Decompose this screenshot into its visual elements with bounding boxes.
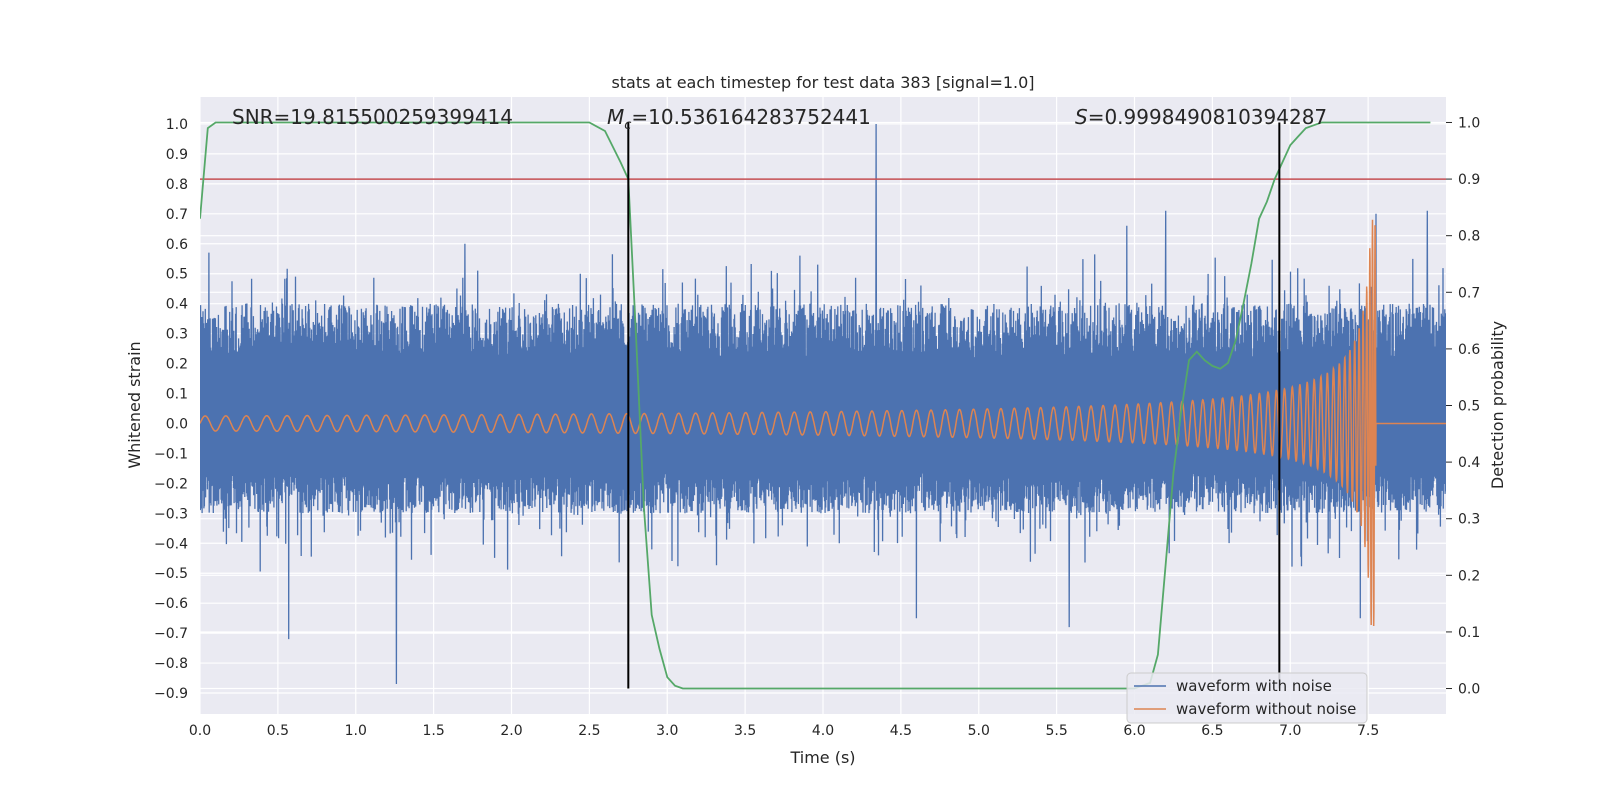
y-tick-labels: 1.0 0.9 0.8 0.7 0.6 0.5 0.4 0.3 0.2 0.1 0.0 −0.1 −0.… [154,117,188,702]
x-tick-label: 5.0 [968,723,990,739]
y-tick-label: −0.9 [154,686,188,702]
y-tick-label: −0.3 [154,506,188,522]
x-tick-label: 3.5 [734,723,756,739]
x-tick-label: 7.5 [1357,723,1379,739]
y-tick-label: 0.5 [166,267,188,283]
legend-box [1126,672,1368,724]
series-waveform-with-noise [200,123,1446,685]
y2-tick-label: 0.5 [1458,399,1480,415]
x-axis-label: Time (s) [789,748,855,767]
y2-tick-label: 0.3 [1458,512,1480,528]
snr-annotation: SNR=19.815500259399414 [232,105,513,129]
x-tick-label: 5.5 [1045,723,1067,739]
y-tick-label: −0.2 [154,476,188,492]
y2-tick-label: 0.1 [1458,625,1480,641]
y-tick-label: 0.7 [166,207,188,223]
y-tick-label: −0.5 [154,566,188,582]
x-tick-label: 6.5 [1201,723,1223,739]
y2-tick-label: 0.9 [1458,172,1480,188]
x-tick-labels: 0.0 0.5 1.0 1.5 2.0 2.5 3.0 3.5 4.0 4.5 5.0 5.5 6.0 6… [189,723,1379,739]
series-detection-probability [200,121,1431,690]
y-tick-label: −0.7 [154,626,188,642]
y-tick-label: 0.2 [166,357,188,373]
y-tick-label: 0.8 [166,177,188,193]
x-tick-label: 1.5 [422,723,444,739]
y2-tick-label: 0.8 [1458,229,1480,245]
y-tick-label: −0.8 [154,656,188,672]
x-tick-label: 0.0 [189,723,211,739]
y-tick-label: 0.0 [166,416,188,432]
y-tick-label: −0.1 [154,446,188,462]
chart-title: stats at each timestep for test data 383… [611,73,1034,92]
y2-tick-label: 0.7 [1458,285,1480,301]
x-tick-label: 2.0 [500,723,522,739]
y-tick-label: −0.6 [154,596,188,612]
x-tick-label: 4.0 [812,723,834,739]
y-tick-label: 0.4 [166,297,188,313]
legend-label-no-noise: waveform without noise [1176,700,1356,718]
y2-tick-label: 1.0 [1458,115,1480,131]
x-tick-label: 4.5 [890,723,912,739]
x-tick-label: 0.5 [267,723,289,739]
y-tick-label: 0.3 [166,327,188,343]
y2-tick-label: 0.4 [1458,455,1480,471]
legend-label-noise: waveform with noise [1176,677,1332,695]
y2-axis-label: Detection probability [1488,321,1507,489]
y-tick-label: 0.1 [166,387,188,403]
legend: waveform with noise waveform without noi… [1126,672,1368,724]
x-tick-label: 3.0 [656,723,678,739]
x-tick-label: 6.0 [1123,723,1145,739]
y2-tick-label: 0.2 [1458,568,1480,584]
y-axis-label: Whitened strain [125,341,144,468]
y-tick-label: 0.6 [166,237,188,253]
x-tick-label: 1.0 [345,723,367,739]
x-tick-label: 2.5 [578,723,600,739]
y-tick-label: 1.0 [166,117,188,133]
y-tick-label: −0.4 [154,536,188,552]
y2-tick-label: 0.6 [1458,342,1480,358]
y2-tick-labels: 1.0 0.9 0.8 0.7 0.6 0.5 0.4 0.3 0.2 0.1 0.0 [1446,115,1480,698]
chirp-mass-annotation: Mc=10.536164283752441 [607,105,871,133]
score-annotation: S=0.9998490810394287 [1075,105,1327,129]
x-tick-label: 7.0 [1279,723,1301,739]
y2-tick-label: 0.0 [1458,682,1480,698]
series-waveform-without-noise [200,219,1446,627]
y-tick-label: 0.9 [166,147,188,163]
